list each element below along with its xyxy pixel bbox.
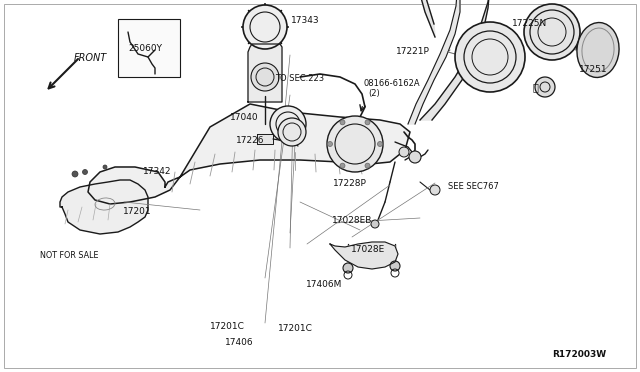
- Polygon shape: [408, 0, 460, 124]
- Text: 17228P: 17228P: [333, 179, 367, 187]
- Circle shape: [535, 77, 555, 97]
- Circle shape: [251, 63, 279, 91]
- Text: NOT FOR SALE: NOT FOR SALE: [40, 251, 98, 260]
- Circle shape: [365, 163, 370, 168]
- Text: 17201C: 17201C: [210, 322, 244, 331]
- Circle shape: [243, 5, 287, 49]
- Polygon shape: [248, 44, 282, 102]
- Circle shape: [399, 147, 409, 157]
- Bar: [118, 19, 180, 77]
- Text: SEE SEC767: SEE SEC767: [448, 182, 499, 191]
- Circle shape: [103, 165, 107, 169]
- Text: 17251: 17251: [579, 65, 608, 74]
- Circle shape: [340, 120, 345, 125]
- Circle shape: [327, 116, 383, 172]
- Text: 17406: 17406: [225, 339, 254, 347]
- Text: 17343: 17343: [291, 16, 320, 25]
- Text: 17028E: 17028E: [351, 246, 385, 254]
- Circle shape: [72, 171, 78, 177]
- Circle shape: [270, 106, 306, 142]
- Circle shape: [524, 4, 580, 60]
- Polygon shape: [257, 134, 273, 144]
- Circle shape: [328, 141, 333, 147]
- Text: 17221P: 17221P: [396, 47, 429, 56]
- Circle shape: [83, 170, 88, 174]
- Circle shape: [390, 261, 400, 271]
- Text: 17225N: 17225N: [512, 19, 547, 28]
- Circle shape: [378, 141, 383, 147]
- Text: 17201C: 17201C: [278, 324, 313, 333]
- Circle shape: [365, 120, 370, 125]
- Text: TO SEC.223: TO SEC.223: [275, 74, 324, 83]
- Circle shape: [455, 22, 525, 92]
- Text: 17226: 17226: [236, 136, 264, 145]
- Circle shape: [340, 163, 345, 168]
- Text: 17201: 17201: [123, 207, 152, 216]
- Circle shape: [343, 263, 353, 273]
- Text: 17040: 17040: [230, 113, 259, 122]
- Text: Ⓑ: Ⓑ: [532, 82, 538, 92]
- Polygon shape: [88, 104, 410, 204]
- Text: 08166-6162A: 08166-6162A: [364, 79, 420, 88]
- Text: 17342: 17342: [143, 167, 172, 176]
- Circle shape: [278, 118, 306, 146]
- Text: (2): (2): [368, 89, 380, 98]
- Circle shape: [409, 151, 421, 163]
- Text: FRONT: FRONT: [74, 53, 107, 62]
- Text: 17028EB: 17028EB: [332, 216, 372, 225]
- Polygon shape: [415, 0, 492, 120]
- Ellipse shape: [577, 23, 619, 77]
- Text: 17406M: 17406M: [306, 280, 342, 289]
- Polygon shape: [60, 180, 148, 234]
- Text: R172003W: R172003W: [552, 350, 606, 359]
- Circle shape: [430, 185, 440, 195]
- Polygon shape: [330, 242, 398, 269]
- Circle shape: [371, 220, 379, 228]
- Text: 25060Y: 25060Y: [128, 44, 162, 53]
